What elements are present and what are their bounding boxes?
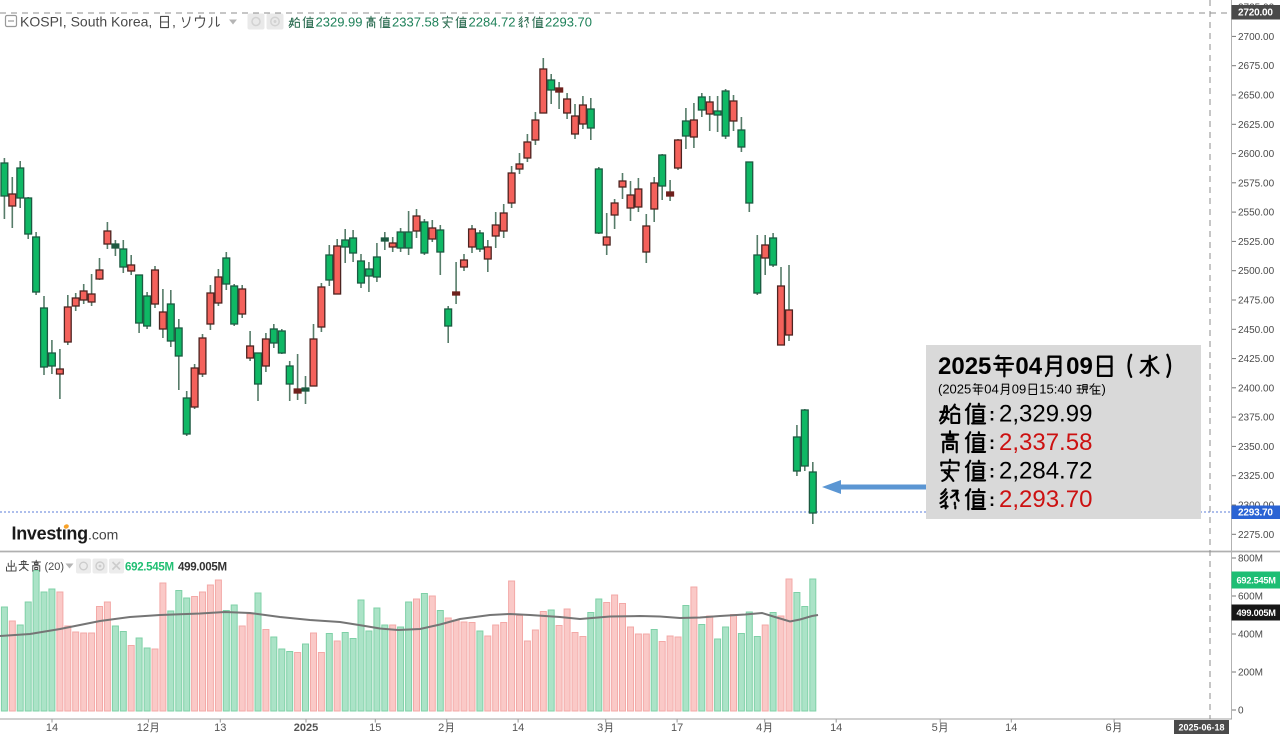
svg-text:(20): (20) bbox=[45, 561, 65, 573]
svg-text:0: 0 bbox=[1238, 706, 1244, 717]
svg-text:04: 04 bbox=[1015, 353, 1042, 380]
svg-text:800M: 800M bbox=[1238, 554, 1263, 565]
svg-text:14: 14 bbox=[830, 722, 842, 734]
svg-text:2720.00: 2720.00 bbox=[1238, 8, 1273, 19]
svg-text:3: 3 bbox=[597, 722, 603, 734]
svg-text:15:40: 15:40 bbox=[1039, 382, 1072, 397]
svg-text:09: 09 bbox=[1012, 382, 1026, 397]
svg-text:2,337.58: 2,337.58 bbox=[999, 429, 1092, 456]
svg-text:,: , bbox=[172, 14, 176, 30]
svg-text:2: 2 bbox=[438, 722, 444, 734]
svg-text:2,284.72: 2,284.72 bbox=[999, 458, 1092, 485]
svg-text:2550.00: 2550.00 bbox=[1238, 208, 1275, 219]
svg-text:17: 17 bbox=[671, 722, 683, 734]
svg-text:14: 14 bbox=[512, 722, 524, 734]
svg-text:2293.70: 2293.70 bbox=[1238, 508, 1273, 519]
svg-text:2329.99: 2329.99 bbox=[316, 15, 363, 30]
svg-text:2400.00: 2400.00 bbox=[1238, 383, 1275, 394]
svg-text:2575.00: 2575.00 bbox=[1238, 178, 1275, 189]
svg-text:2350.00: 2350.00 bbox=[1238, 442, 1275, 453]
svg-text:499.005M: 499.005M bbox=[178, 562, 227, 574]
svg-text:13: 13 bbox=[214, 722, 226, 734]
svg-text:2337.58: 2337.58 bbox=[392, 15, 439, 30]
svg-text::: : bbox=[989, 433, 995, 453]
svg-text:2525.00: 2525.00 bbox=[1238, 237, 1275, 248]
svg-text:2025: 2025 bbox=[938, 353, 991, 380]
svg-text:12: 12 bbox=[137, 722, 149, 734]
svg-text:04: 04 bbox=[984, 382, 998, 397]
svg-text:2,329.99: 2,329.99 bbox=[999, 401, 1092, 428]
svg-text:2650.00: 2650.00 bbox=[1238, 91, 1275, 102]
svg-text:.com: .com bbox=[88, 527, 118, 543]
svg-text:2375.00: 2375.00 bbox=[1238, 413, 1275, 424]
svg-text:2675.00: 2675.00 bbox=[1238, 61, 1275, 72]
svg-text:6: 6 bbox=[1106, 722, 1112, 734]
svg-text:2625.00: 2625.00 bbox=[1238, 120, 1275, 131]
svg-text:5: 5 bbox=[932, 722, 938, 734]
svg-text::: : bbox=[989, 490, 995, 510]
svg-text:200M: 200M bbox=[1238, 668, 1263, 679]
svg-text:2500.00: 2500.00 bbox=[1238, 266, 1275, 277]
svg-text:2600.00: 2600.00 bbox=[1238, 149, 1275, 160]
svg-text:2275.00: 2275.00 bbox=[1238, 530, 1275, 541]
svg-text:692.545M: 692.545M bbox=[125, 562, 174, 574]
svg-text:2,293.70: 2,293.70 bbox=[999, 486, 1092, 513]
svg-text:4: 4 bbox=[756, 722, 762, 734]
svg-text:2293.70: 2293.70 bbox=[545, 15, 592, 30]
svg-text::: : bbox=[989, 405, 995, 425]
svg-text:692.545M: 692.545M bbox=[1237, 576, 1277, 586]
svg-text:(2025: (2025 bbox=[938, 382, 971, 397]
svg-text:2284.72: 2284.72 bbox=[469, 15, 516, 30]
svg-text:): ) bbox=[1102, 382, 1106, 397]
svg-text:KOSPI, South Korea,: KOSPI, South Korea, bbox=[20, 14, 152, 30]
svg-text:15: 15 bbox=[369, 722, 381, 734]
svg-text::: : bbox=[989, 462, 995, 482]
svg-text:600M: 600M bbox=[1238, 592, 1263, 603]
svg-text:09: 09 bbox=[1066, 353, 1093, 380]
svg-text:2700.00: 2700.00 bbox=[1238, 32, 1275, 43]
svg-text:2025: 2025 bbox=[294, 722, 318, 734]
svg-text:Investıng: Investıng bbox=[12, 524, 88, 544]
svg-text:2450.00: 2450.00 bbox=[1238, 325, 1275, 336]
svg-text:2325.00: 2325.00 bbox=[1238, 471, 1275, 482]
svg-text:2425.00: 2425.00 bbox=[1238, 354, 1275, 365]
svg-text:2025-06-18: 2025-06-18 bbox=[1178, 723, 1224, 733]
svg-text:2475.00: 2475.00 bbox=[1238, 296, 1275, 307]
svg-text:400M: 400M bbox=[1238, 630, 1263, 641]
svg-text:14: 14 bbox=[1005, 722, 1017, 734]
svg-text:499.005M: 499.005M bbox=[1237, 608, 1277, 618]
svg-text:14: 14 bbox=[46, 722, 58, 734]
